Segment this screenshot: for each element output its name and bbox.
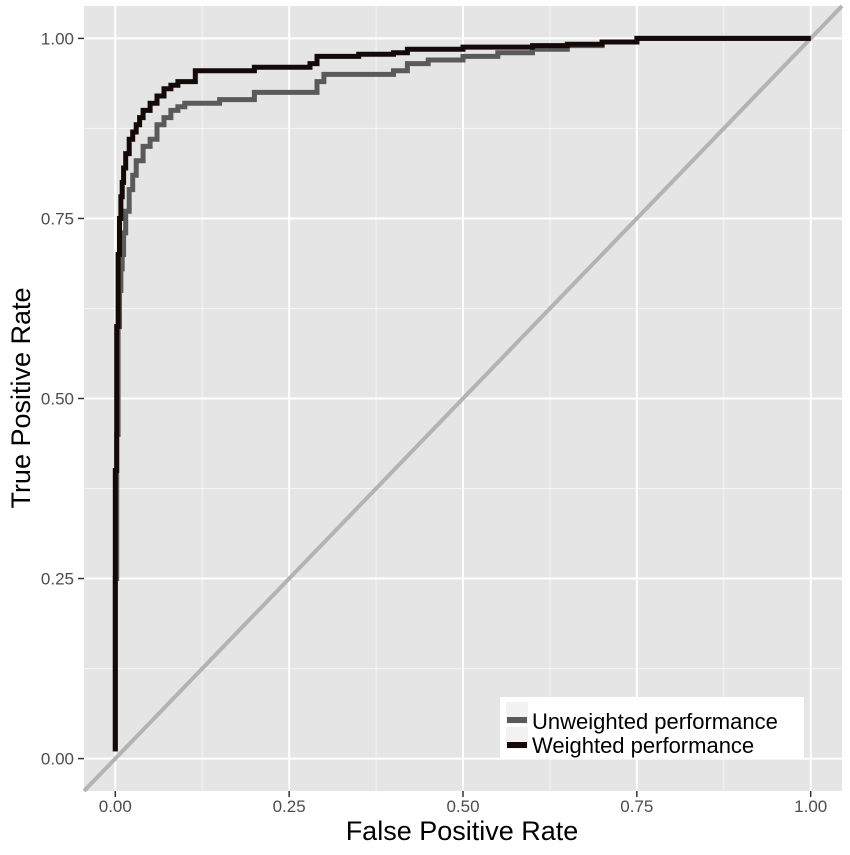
x-tick-label: 0.50 <box>446 797 479 816</box>
y-tick-label: 0.50 <box>41 390 74 409</box>
y-tick-label: 0.25 <box>41 570 74 589</box>
x-axis: 0.00 0.25 0.50 0.75 1.00 <box>99 791 827 816</box>
legend-box <box>500 697 804 759</box>
x-axis-title: False Positive Rate <box>346 816 579 846</box>
legend-label-weighted: Weighted performance <box>532 733 754 758</box>
y-axis-title: True Positive Rate <box>6 287 36 508</box>
x-tick-label: 0.25 <box>273 797 306 816</box>
x-tick-label: 0.00 <box>99 797 132 816</box>
x-tick-label: 1.00 <box>794 797 827 816</box>
y-tick-label: 1.00 <box>41 29 74 48</box>
reference-line-layer <box>82 4 844 793</box>
y-axis: 0.00 0.25 0.50 0.75 1.00 <box>41 29 84 769</box>
legend: Unweighted performance Weighted performa… <box>500 697 804 759</box>
y-tick-label: 0.75 <box>41 209 74 228</box>
roc-curve-unweighted <box>112 35 811 752</box>
y-tick-label: 0.00 <box>41 750 74 769</box>
series-layer <box>112 35 811 752</box>
legend-label-unweighted: Unweighted performance <box>532 709 778 734</box>
diagonal-reference-line <box>82 4 844 793</box>
x-tick-label: 0.75 <box>620 797 653 816</box>
roc-curve-weighted <box>112 35 811 752</box>
